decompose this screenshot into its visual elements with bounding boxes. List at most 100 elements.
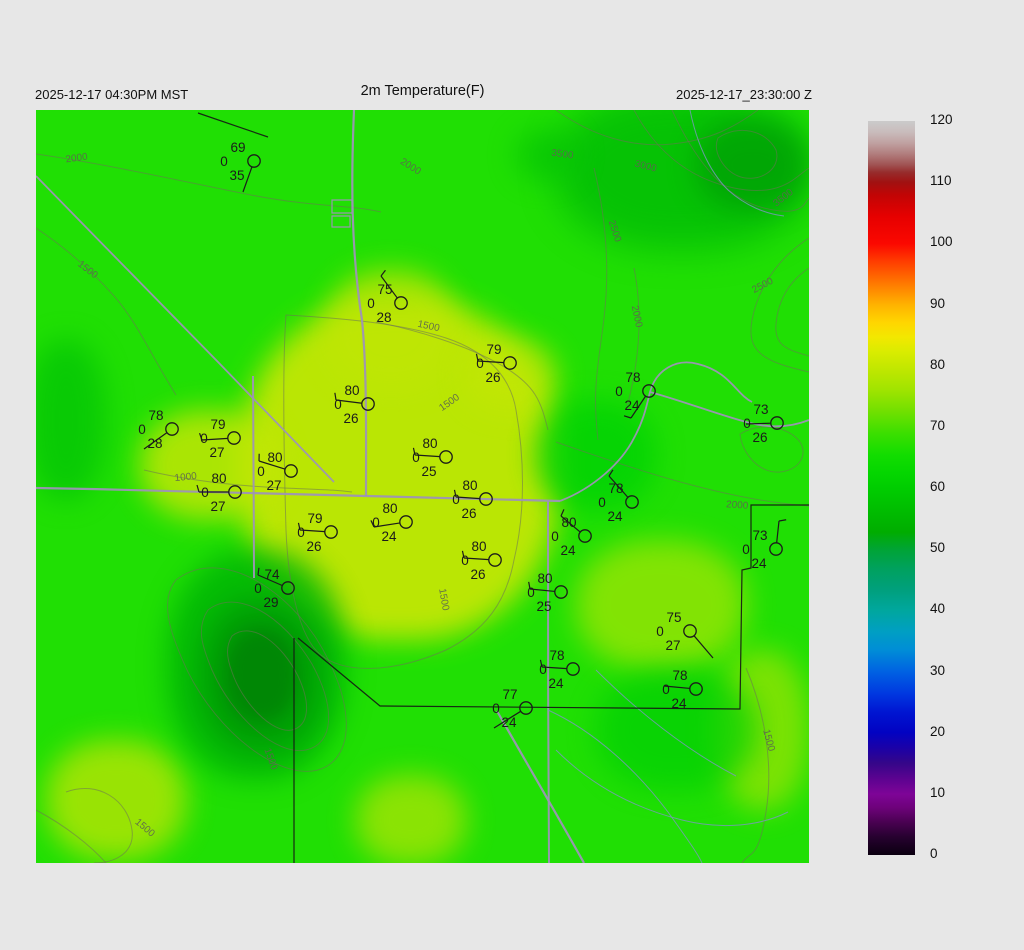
station-temperature: 78	[608, 481, 623, 496]
wind-barb-tick	[370, 520, 375, 528]
station-dewpoint: 24	[671, 696, 687, 711]
wind-barb	[380, 275, 398, 299]
station-wind: 0	[367, 296, 375, 311]
contour-label: 1500	[416, 319, 440, 334]
station-temperature: 75	[377, 282, 392, 297]
station-circle	[227, 431, 241, 445]
station-dewpoint: 26	[306, 539, 321, 554]
station-wind: 0	[662, 682, 670, 697]
station-circle	[689, 682, 703, 696]
station-dewpoint: 28	[147, 436, 162, 451]
timestamp-local: 2025-12-17 04:30PM MST	[35, 87, 189, 102]
contour-label: 1500	[437, 392, 462, 414]
wind-barb	[201, 437, 229, 441]
contour-label: 3500	[771, 187, 796, 210]
station-wind: 0	[297, 525, 305, 540]
station-temperature: 69	[230, 140, 245, 155]
page-title: 2m Temperature(F)	[360, 83, 485, 99]
station-temperature: 80	[471, 539, 486, 554]
contour-label: 1500	[261, 747, 279, 772]
station-temperature: 80	[382, 501, 397, 516]
temp-field-warm-e	[576, 540, 746, 670]
station-temperature: 78	[672, 668, 687, 683]
wind-barb	[745, 422, 772, 425]
wind-barb	[776, 520, 780, 544]
temp-field-cool-ne-core	[696, 120, 809, 210]
station-circle	[281, 581, 295, 595]
colorbar-tick-label: 0	[930, 846, 938, 861]
station-dewpoint: 24	[624, 398, 640, 413]
station-dewpoint: 26	[752, 430, 767, 445]
station-wind: 0	[412, 450, 420, 465]
station-wind: 0	[492, 701, 500, 716]
timestamp-utc: 2025-12-17_23:30:00 Z	[676, 87, 812, 102]
colorbar-tick-label: 120	[930, 112, 953, 127]
contour-label: 1500	[760, 728, 776, 753]
temp-field-cool-left	[36, 340, 106, 500]
station-wind: 0	[615, 384, 623, 399]
station-wind: 0	[743, 416, 751, 431]
station-circle	[361, 397, 375, 411]
contour-label: 2000	[398, 156, 423, 177]
wind-barb	[541, 666, 568, 670]
station-temperature: 80	[267, 450, 282, 465]
wind-barb	[608, 475, 629, 498]
colorbar-tick-label: 70	[930, 417, 946, 433]
station-circle	[399, 515, 413, 529]
station-circle	[439, 450, 453, 464]
temp-field-cool-south-east	[596, 670, 756, 790]
station-temperature: 75	[666, 610, 681, 625]
station-circle	[228, 485, 242, 499]
wind-barb	[493, 710, 522, 729]
boundary-lines	[197, 112, 809, 863]
station-wind: 0	[334, 397, 342, 412]
wind-barb	[414, 454, 441, 458]
station-wind: 0	[138, 422, 146, 437]
wind-barb-tick	[539, 659, 543, 668]
station-temperature: 79	[210, 417, 225, 432]
colorbar-tick-label: 10	[930, 784, 946, 800]
colorbar-tick-label: 50	[930, 540, 946, 556]
colorbar-tick-label: 80	[930, 356, 946, 372]
station-temperature: 78	[549, 648, 564, 663]
contour-labels: 2000150020003500300025003500250020001500…	[65, 148, 796, 840]
station-dewpoint: 27	[266, 478, 281, 493]
station-circle	[770, 416, 784, 430]
wind-barb	[477, 360, 505, 364]
station-wind: 0	[551, 529, 559, 544]
station-dewpoint: 27	[209, 445, 224, 460]
station-temperature: 80	[344, 383, 359, 398]
wind-barb	[373, 522, 401, 528]
wind-barb	[630, 395, 647, 419]
wind-barb-tick	[623, 415, 632, 419]
station-wind: 0	[539, 662, 547, 677]
station-circle	[284, 464, 298, 478]
colorbar-tick-label: 110	[930, 173, 952, 189]
station-dewpoint: 24	[607, 509, 623, 524]
wind-barb-tick	[334, 392, 337, 401]
station-dewpoint: 25	[421, 464, 436, 479]
station-wind: 0	[527, 585, 535, 600]
contour-label: 1000	[174, 471, 198, 484]
temp-field-warm-s	[356, 775, 466, 863]
station-circle	[519, 701, 533, 715]
station-wind: 0	[372, 515, 380, 530]
station-dewpoint: 24	[751, 556, 767, 571]
wind-barb-tick	[528, 581, 531, 590]
station-circle	[503, 356, 517, 370]
station-wind: 0	[200, 431, 208, 446]
contour-label: 1500	[436, 588, 451, 612]
colorbar-tick-label: 90	[930, 295, 946, 311]
